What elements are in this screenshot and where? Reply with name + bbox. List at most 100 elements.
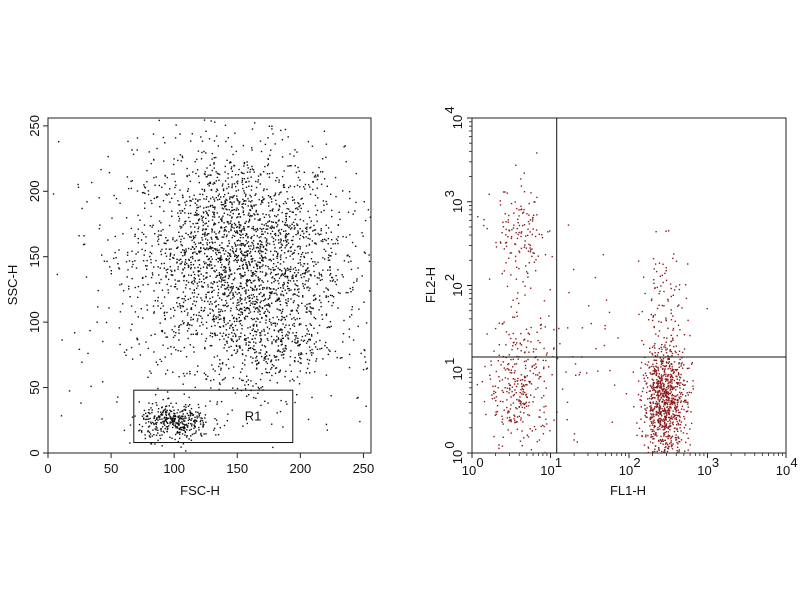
data-point (221, 203, 224, 206)
data-point (529, 382, 531, 384)
data-point (238, 316, 240, 319)
data-point (667, 380, 669, 382)
data-point (665, 390, 667, 392)
data-point (315, 243, 317, 245)
data-point (657, 419, 659, 421)
data-point (236, 268, 238, 271)
data-point (653, 408, 656, 410)
data-point (157, 296, 159, 299)
data-point (509, 252, 511, 254)
data-point (171, 329, 173, 331)
data-point (501, 415, 503, 417)
data-point (269, 210, 271, 212)
data-point (184, 287, 187, 289)
data-point (668, 426, 670, 428)
data-point (190, 282, 193, 284)
data-point (230, 224, 233, 226)
data-point (265, 368, 267, 370)
data-point (336, 239, 339, 242)
data-point (327, 295, 329, 298)
data-point (233, 209, 236, 211)
data-point (663, 371, 666, 373)
data-point (221, 310, 224, 312)
data-point (126, 254, 129, 256)
data-point (573, 268, 575, 271)
data-point (263, 293, 265, 296)
data-point (513, 393, 515, 396)
data-point (193, 194, 195, 196)
data-point (206, 272, 208, 274)
data-point (648, 390, 651, 392)
data-point (666, 447, 669, 449)
data-point (279, 241, 282, 243)
data-point (576, 441, 578, 443)
gate-r1[interactable]: R1 (133, 389, 294, 444)
data-point (222, 183, 224, 185)
data-point (210, 197, 212, 200)
data-point (351, 308, 353, 311)
data-point (272, 322, 274, 324)
data-point (341, 274, 343, 276)
data-point (109, 266, 111, 268)
data-point (655, 365, 657, 367)
data-point (519, 392, 521, 394)
data-point (247, 384, 250, 386)
data-point (661, 415, 663, 417)
data-point (185, 450, 187, 452)
data-point (231, 216, 233, 218)
data-point (667, 431, 670, 433)
data-point (655, 432, 657, 434)
data-point (213, 356, 216, 358)
data-point (653, 268, 655, 270)
data-point (212, 216, 214, 218)
data-point (660, 442, 662, 444)
data-point (529, 251, 532, 253)
data-point (660, 376, 663, 378)
data-point (209, 164, 211, 166)
data-point (672, 369, 674, 371)
data-point (155, 426, 157, 428)
data-point (270, 268, 272, 271)
data-point (295, 275, 297, 278)
data-point (119, 284, 121, 286)
data-point (653, 414, 655, 416)
data-point (174, 438, 176, 441)
data-point (647, 447, 650, 449)
data-point (670, 312, 672, 315)
data-point (178, 329, 180, 331)
data-point (660, 384, 662, 386)
quadrant-lines[interactable] (472, 118, 786, 453)
data-point (278, 179, 280, 181)
data-point (314, 294, 316, 296)
data-point (206, 266, 208, 268)
data-point (183, 409, 185, 411)
data-point (574, 363, 577, 365)
data-point (650, 299, 653, 302)
data-point (214, 324, 216, 327)
data-point (217, 238, 219, 240)
data-point (255, 320, 257, 323)
data-point (284, 326, 286, 329)
x-tick-label: 10 (776, 463, 790, 478)
data-point (211, 291, 213, 294)
data-point (322, 358, 324, 360)
data-point (290, 310, 292, 312)
data-point (666, 391, 668, 393)
data-point (180, 446, 182, 448)
data-point (642, 374, 645, 376)
data-point (261, 233, 263, 235)
data-point (137, 214, 139, 217)
data-point (676, 446, 679, 448)
data-point (505, 228, 507, 231)
data-point (495, 370, 497, 373)
data-point (251, 287, 253, 290)
data-point (656, 405, 658, 407)
data-point (348, 353, 351, 356)
data-point (138, 423, 141, 426)
data-point (535, 229, 538, 231)
data-point (657, 384, 659, 387)
data-point (192, 333, 194, 335)
data-point (672, 315, 674, 317)
data-point (205, 262, 207, 264)
data-point (212, 310, 214, 312)
